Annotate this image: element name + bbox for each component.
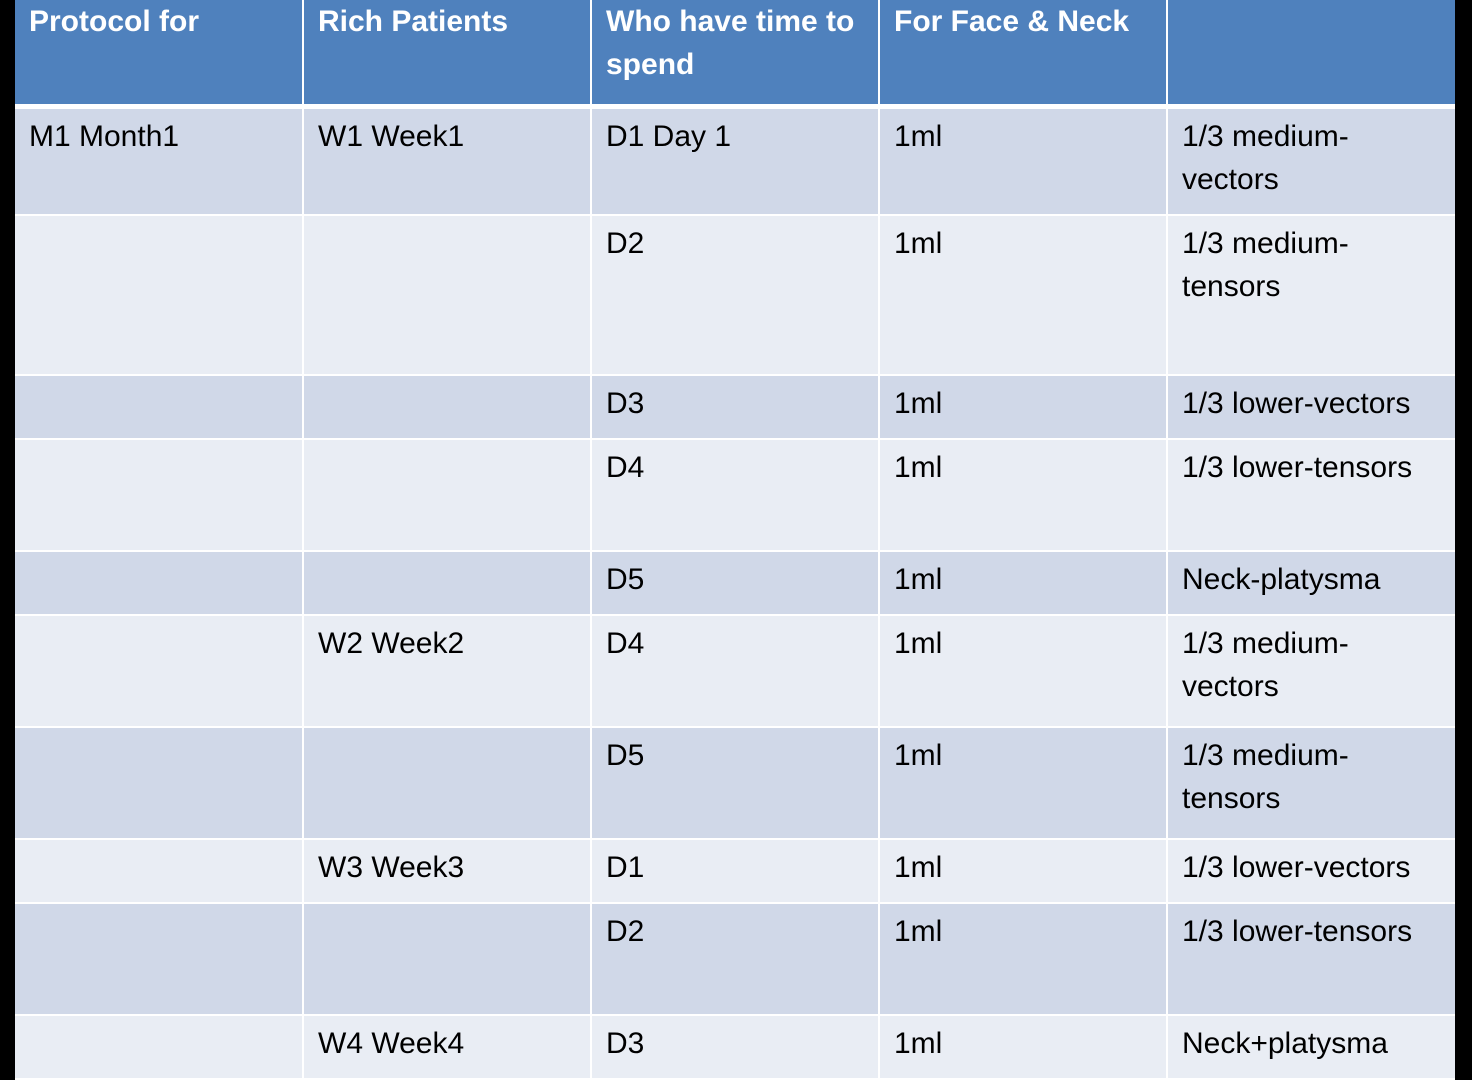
table-cell bbox=[302, 215, 592, 376]
table-cell bbox=[302, 375, 592, 440]
header-cell: Rich Patients bbox=[302, 0, 592, 109]
table-row: W4 Week4 D3 1ml Neck+platysma bbox=[15, 1015, 1455, 1080]
table-cell: 1/3 medium-tensors bbox=[1166, 215, 1455, 376]
table-cell: D5 bbox=[590, 727, 880, 840]
table-cell: Neck+platysma bbox=[1166, 1015, 1455, 1080]
table-cell: 1/3 lower-tensors bbox=[1166, 903, 1455, 1016]
table-cell bbox=[15, 903, 304, 1016]
table-cell: M1 Month1 bbox=[15, 106, 304, 216]
table-cell: 1ml bbox=[878, 615, 1168, 728]
table-row: M1 Month1 W1 Week1 D1 Day 1 1ml 1/3 medium-v… bbox=[15, 106, 1455, 216]
table-cell: 1/3 medium-tensors bbox=[1166, 727, 1455, 840]
table-row: W2 Week2 D4 1ml 1/3 medium-vectors bbox=[15, 615, 1455, 728]
header-row: Protocol for Rich Patients Who have time… bbox=[15, 0, 1455, 109]
header-cell: Who have time to spend bbox=[590, 0, 880, 109]
table-cell: D4 bbox=[590, 439, 880, 552]
table-cell: Neck-platysma bbox=[1166, 551, 1455, 616]
table-cell bbox=[15, 439, 304, 552]
table-row: D2 1ml 1/3 lower-tensors bbox=[15, 903, 1455, 1016]
table-cell bbox=[15, 215, 304, 376]
table-cell bbox=[302, 439, 592, 552]
header-cell: For Face & Neck bbox=[878, 0, 1168, 109]
table-cell: D1 Day 1 bbox=[590, 106, 880, 216]
table-cell bbox=[302, 903, 592, 1016]
table-cell bbox=[15, 839, 304, 904]
table-row: D5 1ml Neck-platysma bbox=[15, 551, 1455, 616]
table-cell bbox=[15, 551, 304, 616]
table-cell bbox=[15, 615, 304, 728]
table-cell bbox=[302, 727, 592, 840]
table-cell: 1ml bbox=[878, 727, 1168, 840]
table-cell: W1 Week1 bbox=[302, 106, 592, 216]
table-cell: W4 Week4 bbox=[302, 1015, 592, 1080]
table-row: D3 1ml 1/3 lower-vectors bbox=[15, 375, 1455, 440]
table-cell: 1ml bbox=[878, 903, 1168, 1016]
table-cell: W3 Week3 bbox=[302, 839, 592, 904]
table-cell: 1/3 lower-vectors bbox=[1166, 375, 1455, 440]
table-cell bbox=[302, 551, 592, 616]
table-cell: 1/3 medium-vectors bbox=[1166, 106, 1455, 216]
table-cell: 1ml bbox=[878, 375, 1168, 440]
table-cell: D3 bbox=[590, 1015, 880, 1080]
table-cell: D4 bbox=[590, 615, 880, 728]
table-cell bbox=[15, 1015, 304, 1080]
table-cell: 1ml bbox=[878, 439, 1168, 552]
table-cell: 1ml bbox=[878, 215, 1168, 376]
table-cell: D1 bbox=[590, 839, 880, 904]
table-cell: D3 bbox=[590, 375, 880, 440]
table-cell: 1/3 lower-tensors bbox=[1166, 439, 1455, 552]
table-cell: D2 bbox=[590, 903, 880, 1016]
protocol-table: Protocol for Rich Patients Who have time… bbox=[15, 0, 1455, 1080]
table-cell: 1ml bbox=[878, 839, 1168, 904]
table-cell: W2 Week2 bbox=[302, 615, 592, 728]
table-cell: 1ml bbox=[878, 106, 1168, 216]
table-row: D4 1ml 1/3 lower-tensors bbox=[15, 439, 1455, 552]
table-cell: D5 bbox=[590, 551, 880, 616]
table-cell bbox=[15, 727, 304, 840]
table-cell: 1ml bbox=[878, 1015, 1168, 1080]
table-row: D5 1ml 1/3 medium-tensors bbox=[15, 727, 1455, 840]
table-cell: 1/3 medium-vectors bbox=[1166, 615, 1455, 728]
table-cell bbox=[15, 375, 304, 440]
table-cell: D2 bbox=[590, 215, 880, 376]
table-cell: 1/3 lower-vectors bbox=[1166, 839, 1455, 904]
table-cell: 1ml bbox=[878, 551, 1168, 616]
table-row: W3 Week3 D1 1ml 1/3 lower-vectors bbox=[15, 839, 1455, 904]
header-cell bbox=[1166, 0, 1455, 109]
header-cell: Protocol for bbox=[15, 0, 304, 109]
table-row: D2 1ml 1/3 medium-tensors bbox=[15, 215, 1455, 376]
